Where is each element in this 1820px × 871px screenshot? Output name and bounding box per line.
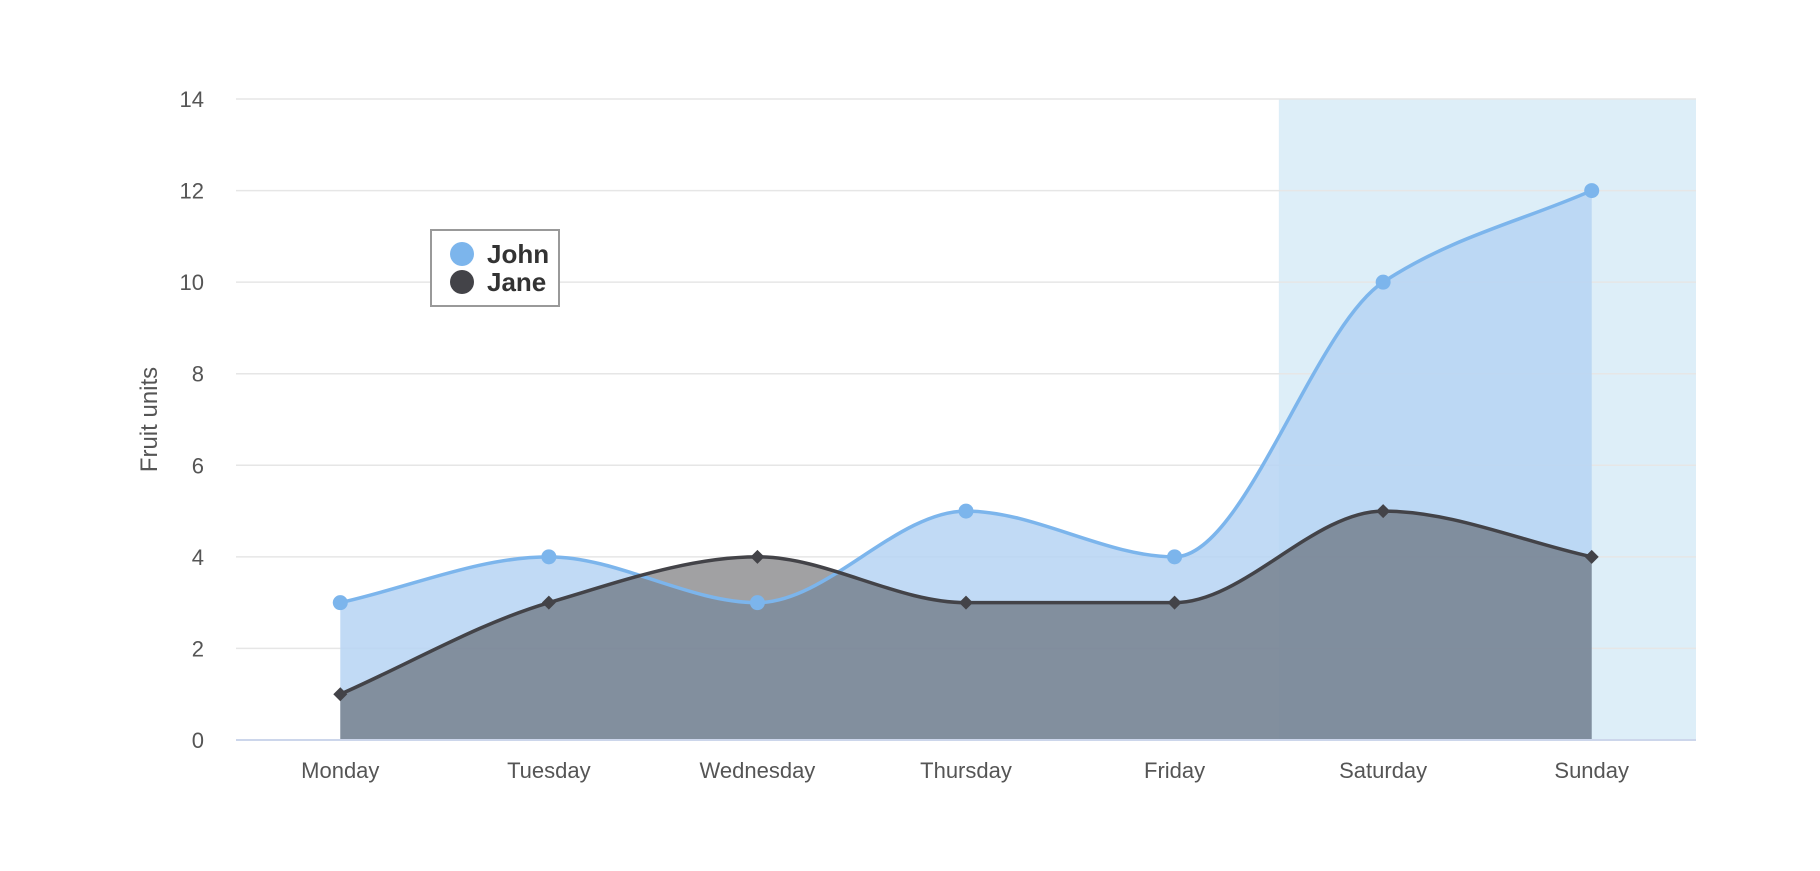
legend-box <box>430 229 560 307</box>
point-jane-thursday[interactable] <box>959 595 973 610</box>
point-jane-sunday[interactable] <box>1584 549 1599 564</box>
series-areas <box>340 190 1592 741</box>
y-tick-label: 12 <box>180 179 204 204</box>
point-john-wednesday[interactable] <box>749 595 765 611</box>
legend-item-jane[interactable]: Jane <box>450 267 546 297</box>
point-jane-tuesday[interactable] <box>541 595 556 610</box>
legend-label: John <box>487 239 549 269</box>
point-jane-saturday[interactable] <box>1376 504 1391 519</box>
x-tick-label: Tuesday <box>507 758 591 783</box>
legend-symbol <box>450 242 474 266</box>
x-tick-label: Monday <box>301 758 379 783</box>
y-tick-label: 4 <box>192 545 204 570</box>
y-tick-label: 8 <box>192 362 204 387</box>
point-jane-wednesday[interactable] <box>750 549 765 564</box>
x-tick-label: Wednesday <box>700 758 816 783</box>
x-tick-label: Sunday <box>1554 758 1629 783</box>
point-john-friday[interactable] <box>1167 549 1183 565</box>
x-tick-label: Saturday <box>1339 758 1427 783</box>
area-jane <box>340 511 1592 740</box>
legend-symbol <box>450 270 474 294</box>
point-john-thursday[interactable] <box>958 503 974 519</box>
legend-item-john[interactable]: John <box>450 239 549 269</box>
point-john-tuesday[interactable] <box>541 549 557 565</box>
y-tick-label: 6 <box>192 453 204 478</box>
point-jane-friday[interactable] <box>1167 595 1182 610</box>
x-tick-label: Thursday <box>920 758 1012 783</box>
point-john-monday[interactable] <box>332 595 348 611</box>
legend-label: Jane <box>487 267 546 297</box>
y-tick-label: 14 <box>180 87 204 112</box>
x-tick-label: Friday <box>1144 758 1205 783</box>
series-markers <box>332 183 1600 702</box>
y-tick-label: 2 <box>192 636 204 661</box>
point-jane-monday[interactable] <box>333 687 348 702</box>
axes: 0 2 4 6 8 10 12 14 Monday Tuesday Wednesday Thursda… <box>136 87 1696 783</box>
y-tick-label: 0 <box>192 728 204 753</box>
point-john-saturday[interactable] <box>1375 274 1391 290</box>
y-axis-title: Fruit units <box>136 367 163 472</box>
y-tick-label: 10 <box>180 270 204 295</box>
point-john-sunday[interactable] <box>1584 183 1600 199</box>
